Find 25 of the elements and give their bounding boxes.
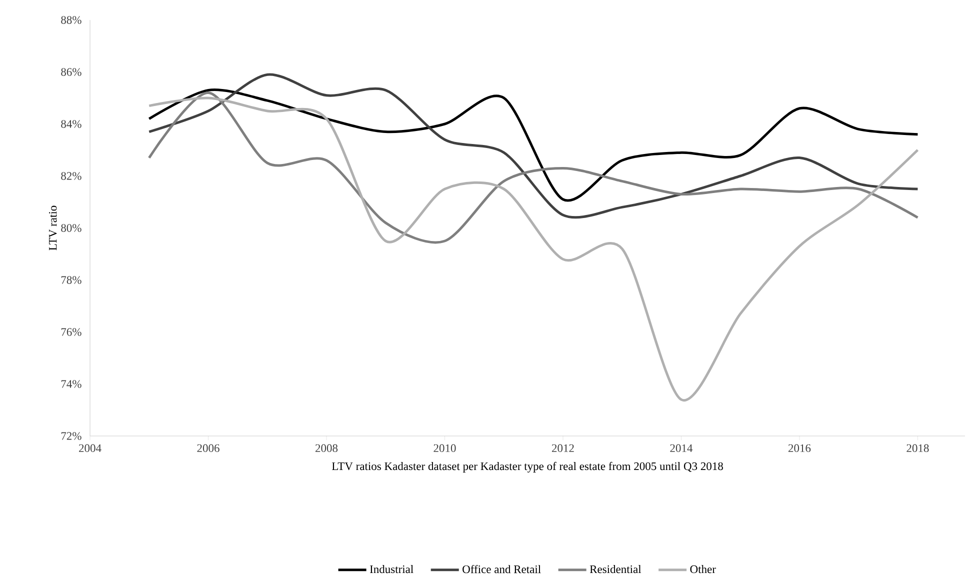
x-tick-label: 2014 bbox=[670, 444, 693, 452]
x-tick-label: 2006 bbox=[197, 444, 220, 452]
y-tick-label: 88% bbox=[61, 16, 82, 24]
x-axis-title: LTV ratios Kadaster dataset per Kadaster type of real estate from 2005 until Q3 2018 bbox=[332, 462, 723, 473]
x-tick-label: 2004 bbox=[79, 444, 102, 452]
y-tick-label: 72% bbox=[61, 432, 82, 440]
y-tick-label: 76% bbox=[61, 328, 82, 336]
legend-label: Office and Retail bbox=[462, 565, 541, 574]
y-tick-label: 84% bbox=[61, 120, 82, 128]
legend-label: Residential bbox=[590, 565, 642, 574]
y-axis-title: LTV ratio bbox=[49, 206, 57, 250]
y-tick-label: 78% bbox=[61, 276, 82, 284]
y-tick-label: 86% bbox=[61, 68, 82, 76]
y-tick-label: 80% bbox=[61, 224, 82, 232]
x-tick-label: 2008 bbox=[316, 444, 338, 452]
line-series bbox=[148, 88, 919, 202]
x-tick-label: 2016 bbox=[788, 444, 811, 452]
line-series bbox=[148, 96, 919, 402]
legend-label: Industrial bbox=[370, 565, 414, 574]
x-tick-label: 2018 bbox=[906, 444, 929, 452]
x-tick-label: 2012 bbox=[552, 444, 574, 452]
legend-label: Other bbox=[690, 565, 716, 574]
x-tick-label: 2010 bbox=[434, 444, 456, 452]
y-tick-label: 82% bbox=[61, 172, 82, 180]
y-tick-label: 74% bbox=[61, 380, 82, 388]
